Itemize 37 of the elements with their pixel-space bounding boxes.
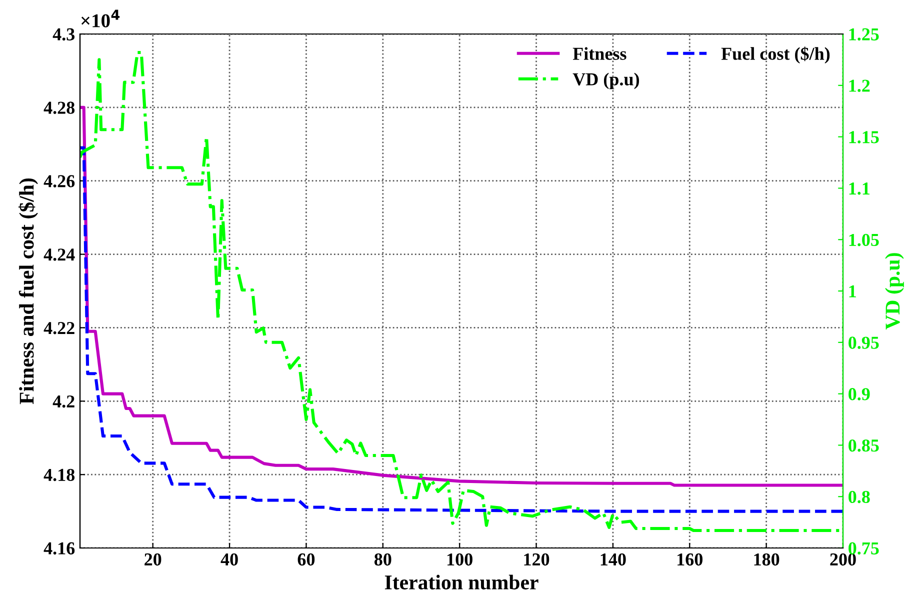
y2-tick-label: 0.9	[848, 388, 870, 400]
y-tick-label: 4.2	[52, 395, 74, 408]
y2-tick-label: 1.25	[849, 28, 879, 41]
x-axis-title: Iteration number	[384, 574, 538, 590]
x-tick-label: 80	[374, 553, 392, 566]
y2-tick-label: 1.15	[849, 131, 879, 144]
x-tick-label: 100	[447, 553, 472, 566]
x-tick-label: 180	[754, 553, 780, 566]
y-tick-label: 4.24	[44, 248, 75, 261]
x-tick-label: 40	[220, 553, 238, 566]
text: ×10$^{4}$	[81, 10, 120, 28]
x-tick-label: 60	[298, 553, 315, 566]
y2-tick-label: 0.85	[848, 439, 879, 452]
y-tick-label: 4.3	[52, 28, 75, 41]
y2-axis-title: VD (p.u)	[885, 253, 904, 330]
y-tick-label: 4.26	[44, 175, 75, 188]
y-tick-label: 4.18	[44, 468, 75, 482]
y-tick-label: 4.22	[44, 322, 74, 334]
y-tick-label: 4.16	[44, 542, 75, 555]
y2-tick-label: 0.8	[848, 490, 870, 504]
y2-tick-label: 1.05	[849, 234, 879, 246]
x-tick-label: 200	[830, 553, 856, 566]
x-tick-label: 140	[600, 553, 626, 566]
x-tick-label: 160	[678, 553, 702, 566]
y2-tick-label: 0.75	[848, 542, 879, 555]
y-tick-label: 4.28	[44, 102, 75, 114]
x-tick-label: 120	[524, 553, 550, 566]
y2-tick-label: 1.2	[849, 80, 870, 92]
line-series	[80, 146, 843, 513]
legend-label: Fuel cost ($/h)	[721, 46, 830, 64]
y-axis-title: Fitness and fuel cost ($/h)	[18, 178, 38, 404]
legend-label: VD (p.u)	[572, 72, 640, 90]
y2-tick-label: 1.1	[849, 182, 870, 195]
x-tick-label: 20	[144, 553, 162, 566]
legend-label: Fitness	[572, 47, 626, 60]
y2-tick-label: 1	[849, 285, 856, 298]
y2-tick-label: 0.95	[848, 336, 879, 349]
